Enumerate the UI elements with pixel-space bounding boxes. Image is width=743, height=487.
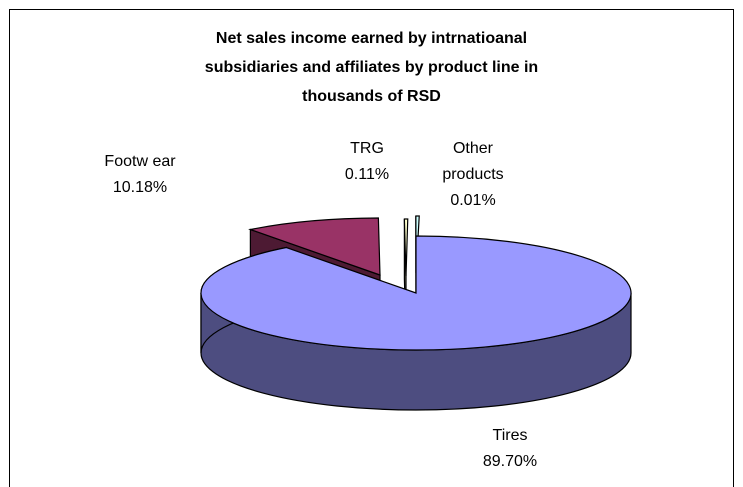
label-tires-name: Tires (492, 427, 528, 444)
label-trg: TRG 0.11% (317, 136, 417, 188)
slice-trg (403, 218, 409, 277)
chart-title-line-1: Net sales income earned by intrnatioanal (215, 30, 528, 47)
label-tires-value: 89.70% (482, 453, 538, 470)
label-trg-name: TRG (350, 140, 384, 157)
label-trg-value: 0.11% (344, 166, 390, 183)
slice-tires (200, 235, 632, 351)
label-other-products: Other products 0.01% (413, 136, 533, 214)
label-footwear-value: 10.18% (112, 179, 168, 196)
label-tires: Tires 89.70% (450, 423, 570, 475)
slice-footw-ear (248, 217, 381, 276)
chart-title: Net sales income earned by intrnatioanal… (0, 24, 743, 111)
label-other-products-value: 0.01% (450, 192, 496, 209)
label-footwear: Footw ear 10.18% (80, 149, 200, 201)
label-footwear-name: Footw ear (104, 153, 176, 170)
label-other-products-name-1: Other (452, 140, 493, 157)
chart-title-line-2: subsidiaries and affiliates by product l… (204, 59, 539, 76)
chart-title-line-3: thousands of RSD (302, 88, 441, 105)
label-other-products-name-2: products (442, 166, 504, 183)
